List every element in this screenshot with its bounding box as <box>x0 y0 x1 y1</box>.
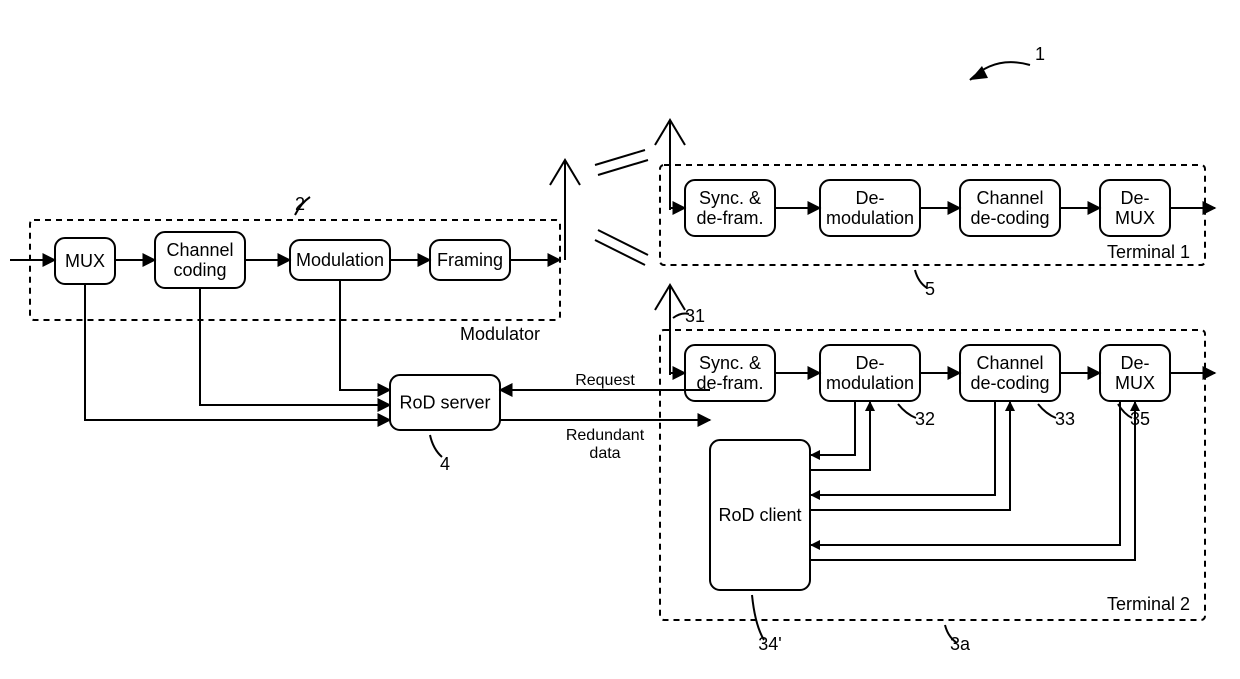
svg-text:modulation: modulation <box>826 208 914 228</box>
svg-text:Sync. &: Sync. & <box>699 188 761 208</box>
svg-text:De-: De- <box>1120 188 1149 208</box>
ref-4: 4 <box>440 454 450 474</box>
svg-text:de-fram.: de-fram. <box>696 208 763 228</box>
svg-text:RoD server: RoD server <box>399 393 490 413</box>
ref-32: 32 <box>915 409 935 429</box>
svg-text:Channel: Channel <box>976 188 1043 208</box>
svg-text:De-: De- <box>855 353 884 373</box>
terminal1-label: Terminal 1 <box>1107 242 1190 262</box>
svg-text:MUX: MUX <box>1115 373 1155 393</box>
ref-31: 31 <box>685 306 705 326</box>
svg-text:MUX: MUX <box>1115 208 1155 228</box>
request-label: Request <box>575 372 635 389</box>
ref-5: 5 <box>925 279 935 299</box>
svg-text:De-: De- <box>855 188 884 208</box>
svg-text:Sync. &: Sync. & <box>699 353 761 373</box>
svg-text:Framing: Framing <box>437 250 503 270</box>
ref-35: 35 <box>1130 409 1150 429</box>
redundant-label-0: Redundant <box>566 427 645 444</box>
redundant-label-1: data <box>589 445 620 462</box>
svg-text:Modulation: Modulation <box>296 250 384 270</box>
svg-text:MUX: MUX <box>65 251 105 271</box>
svg-text:De-: De- <box>1120 353 1149 373</box>
svg-text:de-coding: de-coding <box>970 208 1049 228</box>
svg-text:Channel: Channel <box>976 353 1043 373</box>
svg-text:modulation: modulation <box>826 373 914 393</box>
modulator-label: Modulator <box>460 324 540 344</box>
figure-number: 1 <box>1035 44 1045 64</box>
ref-3a: 3a <box>950 634 971 654</box>
svg-text:de-coding: de-coding <box>970 373 1049 393</box>
ref-2: 2 <box>295 194 305 214</box>
terminal2-label: Terminal 2 <box>1107 594 1190 614</box>
ref-34p: 34' <box>758 634 781 654</box>
svg-text:Channel: Channel <box>166 240 233 260</box>
svg-text:RoD client: RoD client <box>718 505 801 525</box>
svg-text:coding: coding <box>173 260 226 280</box>
ref-33: 33 <box>1055 409 1075 429</box>
